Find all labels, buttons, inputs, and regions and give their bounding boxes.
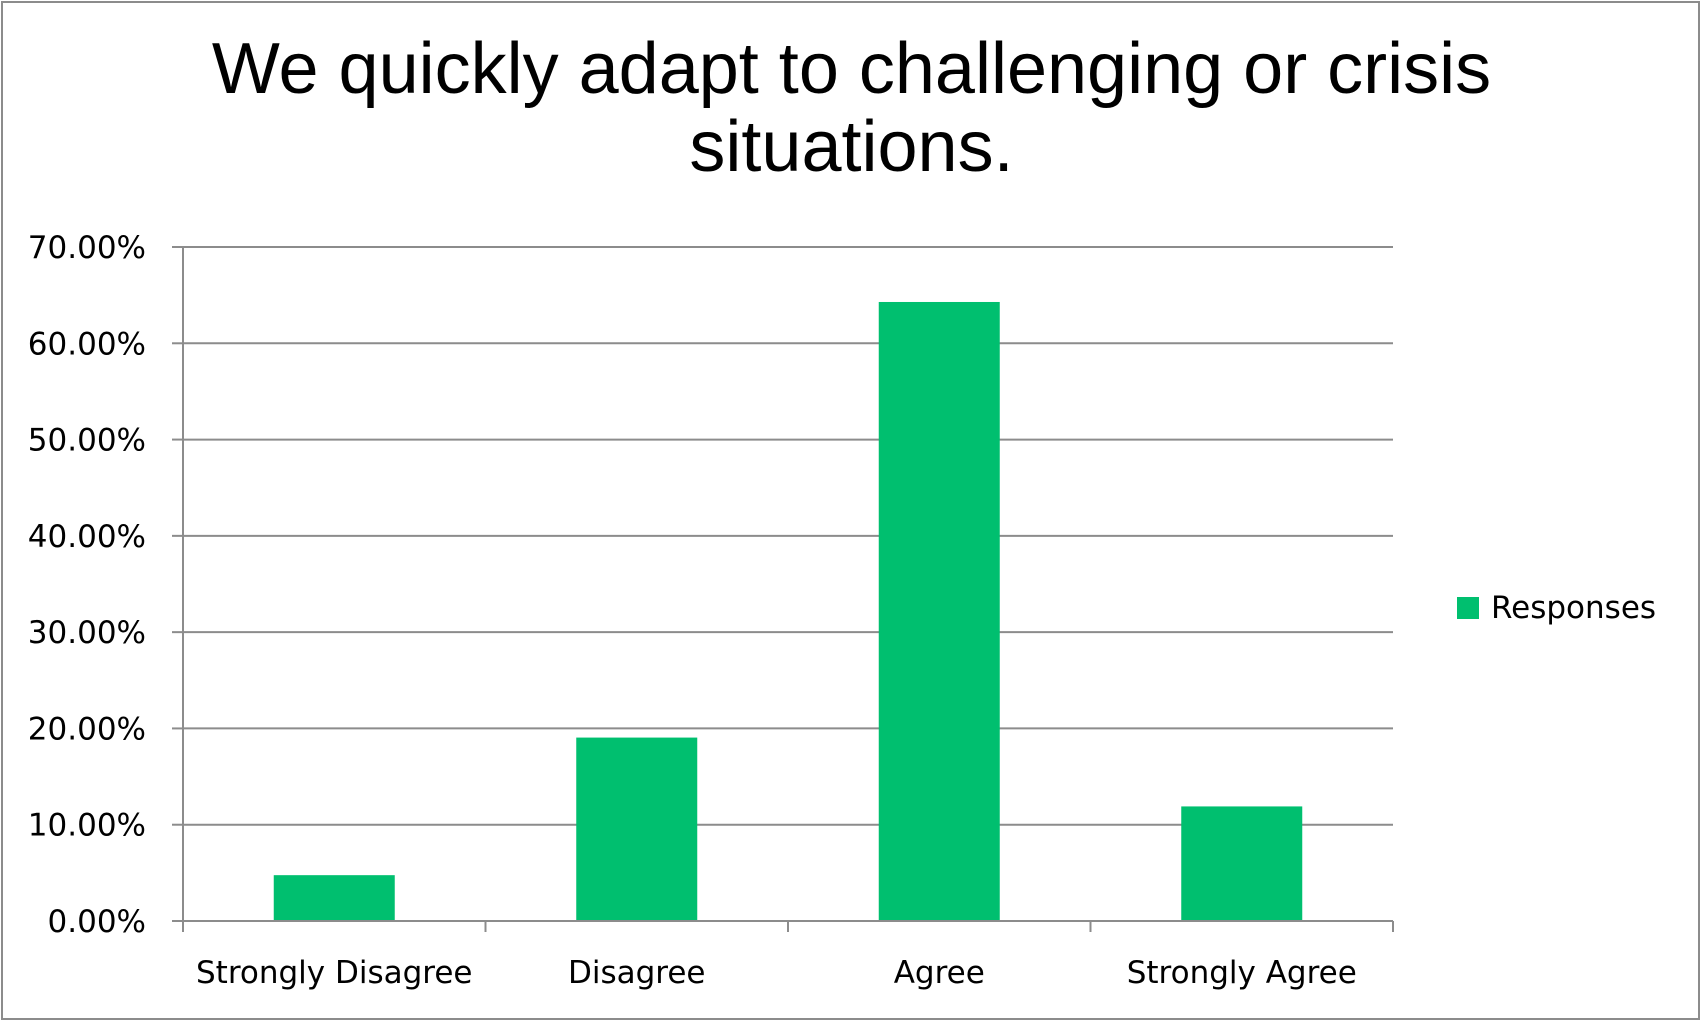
gridlines xyxy=(183,246,1393,826)
x-tick-labels: Strongly Disagree Disagree Agree Strongly A… xyxy=(196,955,1357,991)
legend-label: Responses xyxy=(1491,590,1657,626)
x-tick-label: Strongly Disagree xyxy=(196,955,473,991)
y-tick-label: 40.00% xyxy=(28,519,146,555)
x-tick-label: Strongly Agree xyxy=(1127,955,1357,991)
bar-strongly-disagree xyxy=(273,875,395,921)
x-tick-label: Disagree xyxy=(568,955,706,991)
y-tick-label: 60.00% xyxy=(28,326,146,362)
y-tick-label: 70.00% xyxy=(28,230,146,266)
legend: Responses xyxy=(1457,590,1656,626)
y-tick-label: 10.00% xyxy=(28,808,146,844)
axes xyxy=(172,246,1394,932)
bar-disagree xyxy=(576,737,698,921)
y-tick-label: 30.00% xyxy=(28,615,146,651)
x-tick-label: Agree xyxy=(894,955,985,991)
y-tick-label: 50.00% xyxy=(28,423,146,459)
y-tick-label: 20.00% xyxy=(28,711,146,747)
chart-title: We quickly adapt to challenging or crisi… xyxy=(0,30,1703,186)
bar-agree xyxy=(878,301,1000,922)
bar-strongly-agree xyxy=(1181,806,1303,921)
y-tick-label: 0.00% xyxy=(48,904,146,940)
y-tick-labels: 0.00% 10.00% 20.00% 30.00% 40.00% 50.00% 60.00… xyxy=(28,230,146,940)
chart-title-text: We quickly adapt to challenging or crisi… xyxy=(211,29,1492,187)
bars xyxy=(273,301,1303,922)
legend-swatch xyxy=(1457,597,1479,619)
